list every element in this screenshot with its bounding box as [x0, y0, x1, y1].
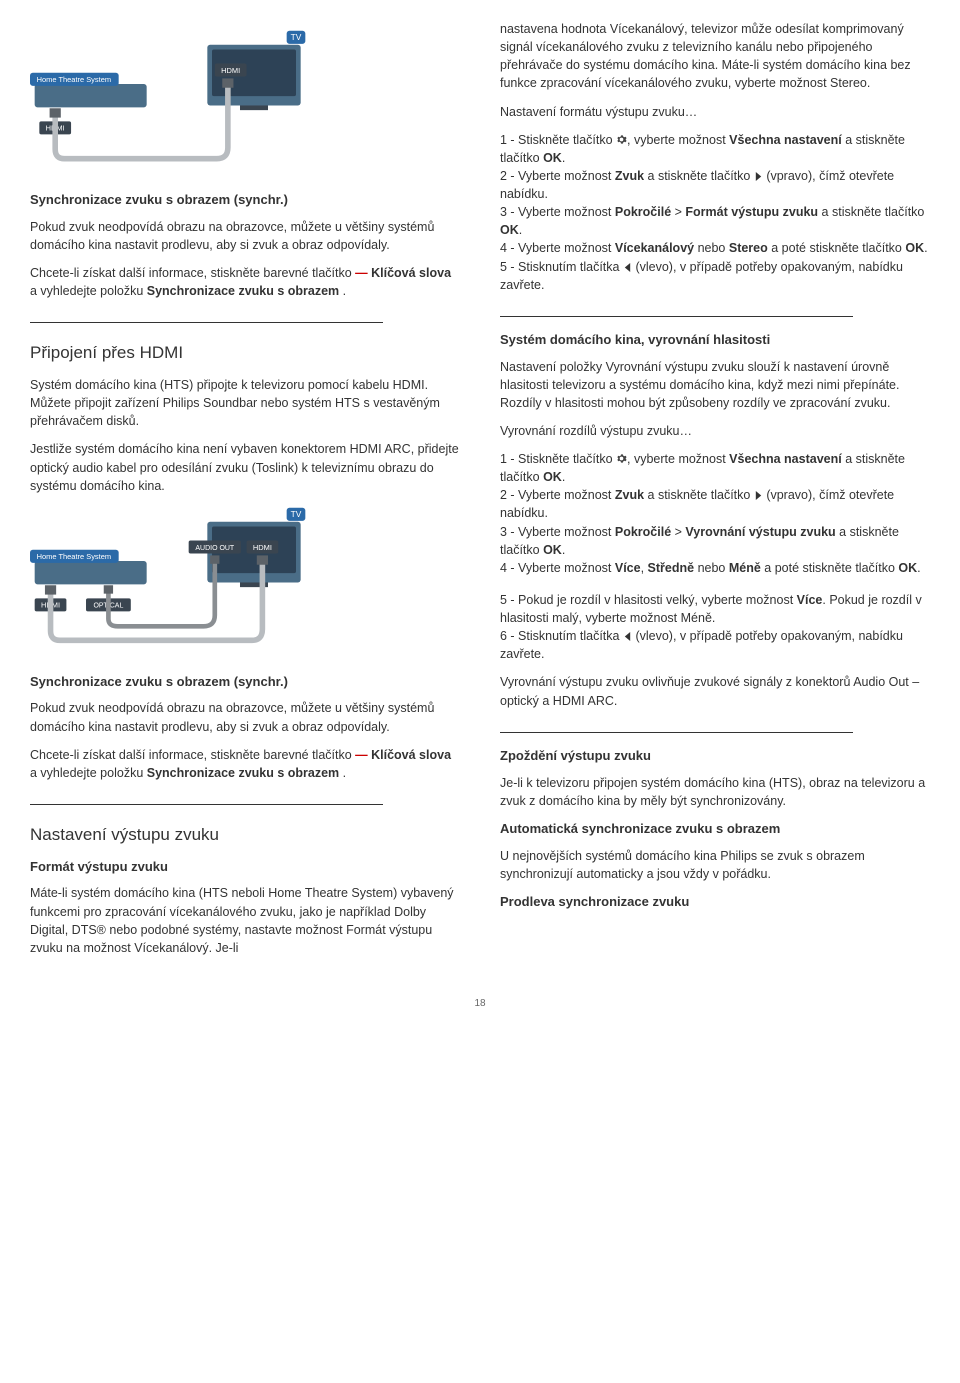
- page-number: 18: [30, 997, 930, 1012]
- vol-steps: 1 - Stiskněte tlačítko , vyberte možnost…: [500, 450, 930, 577]
- sync-p2b-full: Chcete-li získat další informace, stiskn…: [30, 746, 460, 782]
- separator: [500, 732, 853, 733]
- hdmi-p2: Jestliže systém domácího kina není vybav…: [30, 440, 460, 494]
- sync-p1: Pokud zvuk neodpovídá obrazu na obrazovc…: [30, 218, 460, 254]
- svg-text:AUDIO OUT: AUDIO OUT: [195, 545, 235, 552]
- hdmi-diagram: TV HDMI Home Theatre System HDMI: [30, 28, 460, 173]
- left-column: TV HDMI Home Theatre System HDMI Synchro…: [30, 20, 460, 967]
- sync-p2: Chcete-li získat další informace, stiskn…: [30, 264, 460, 300]
- right-column: nastavena hodnota Vícekanálový, televizo…: [500, 20, 930, 967]
- arrow-right-icon: [754, 172, 763, 181]
- delay-title: Zpoždění výstupu zvuku: [500, 747, 930, 766]
- color-key-icon: —: [355, 266, 368, 280]
- svg-text:HDMI: HDMI: [253, 543, 272, 552]
- vol-title: Systém domácího kina, vyrovnání hlasitos…: [500, 331, 930, 350]
- arrow-left-icon: [623, 263, 632, 272]
- sync-title-1: Synchronizace zvuku s obrazem (synchr.): [30, 191, 460, 210]
- svg-text:TV: TV: [291, 32, 302, 42]
- color-key-icon: —: [355, 748, 368, 762]
- fmt-steps: 1 - Stiskněte tlačítko , vyberte možnost…: [500, 131, 930, 294]
- hdmi-section-title: Připojení přes HDMI: [30, 341, 460, 366]
- svg-text:TV: TV: [291, 509, 302, 519]
- separator: [30, 804, 383, 805]
- svg-text:Home Theatre System: Home Theatre System: [37, 75, 111, 84]
- intro-p: nastavena hodnota Vícekanálový, televizo…: [500, 20, 930, 93]
- separator: [30, 322, 383, 323]
- audio-hdmi-diagram: TV AUDIO OUT HDMI Home Theatre System HD…: [30, 505, 460, 655]
- prod-title: Prodleva synchronizace zvuku: [500, 893, 930, 912]
- hdmi-p1: Systém domácího kina (HTS) připojte k te…: [30, 376, 460, 430]
- hdmi-diagram-svg: TV HDMI Home Theatre System HDMI: [30, 28, 310, 168]
- sync-title-2: Synchronizace zvuku s obrazem (synchr.): [30, 673, 460, 692]
- vol-step5-6: 5 - Pokud je rozdíl v hlasitosti velký, …: [500, 591, 930, 664]
- arrow-right-icon: [754, 491, 763, 500]
- vol-tail: Vyrovnání výstupu zvuku ovlivňuje zvukov…: [500, 673, 930, 709]
- delay-p: Je-li k televizoru připojen systém domác…: [500, 774, 930, 810]
- output-format-sub: Formát výstupu zvuku: [30, 858, 460, 877]
- audio-hdmi-diagram-svg: TV AUDIO OUT HDMI Home Theatre System HD…: [30, 505, 310, 650]
- svg-text:HDMI: HDMI: [221, 66, 240, 75]
- gear-icon: [616, 134, 627, 145]
- auto-title: Automatická synchronizace zvuku s obraze…: [500, 820, 930, 839]
- svg-text:Home Theatre System: Home Theatre System: [37, 552, 111, 561]
- vol-p: Nastavení položky Vyrovnání výstupu zvuk…: [500, 358, 930, 412]
- arrow-left-icon: [623, 632, 632, 641]
- sync-p1b: Pokud zvuk neodpovídá obrazu na obrazovc…: [30, 699, 460, 735]
- output-settings-title: Nastavení výstupu zvuku: [30, 823, 460, 848]
- output-p: Máte-li systém domácího kina (HTS neboli…: [30, 884, 460, 957]
- gear-icon: [616, 453, 627, 464]
- auto-p: U nejnovějších systémů domácího kina Phi…: [500, 847, 930, 883]
- fmt-lead: Nastavení formátu výstupu zvuku…: [500, 103, 930, 121]
- separator: [500, 316, 853, 317]
- vol-lead: Vyrovnání rozdílů výstupu zvuku…: [500, 422, 930, 440]
